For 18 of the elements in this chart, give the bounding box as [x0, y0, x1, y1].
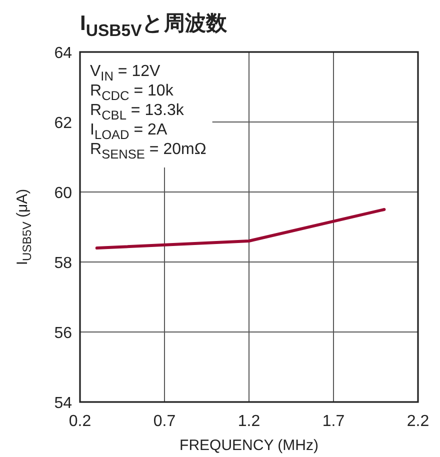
y-tick-label: 54: [54, 395, 72, 412]
annotation: R$_{CDC}$ = 10k: [90, 82, 174, 103]
y-tick-label: 62: [54, 115, 72, 132]
x-axis-title: FREQUENCY (MHz): [180, 437, 318, 454]
x-tick-label: 2.2: [406, 413, 430, 430]
annotation: I$_{LOAD}$ = 2A: [90, 122, 168, 142]
annotation: V$_{IN}$ = 12V: [90, 63, 161, 84]
x-tick-label: 0.2: [68, 413, 92, 430]
x-tick-label: 0.7: [153, 413, 176, 430]
x-tick-label: 1.7: [322, 413, 345, 430]
y-tick-label: 60: [54, 185, 72, 202]
annotation: R$_{SENSE}$ = 20mΩ: [90, 141, 206, 162]
y-tick-label: 64: [54, 45, 72, 62]
y-tick-label: 56: [54, 325, 72, 342]
y-tick-label: 58: [54, 255, 72, 272]
x-tick-label: 1.2: [238, 413, 260, 430]
chart-title: I$_{USB5V}$と周波数: [80, 12, 228, 40]
annotation: R$_{CBL}$ = 13.3k: [90, 102, 185, 122]
